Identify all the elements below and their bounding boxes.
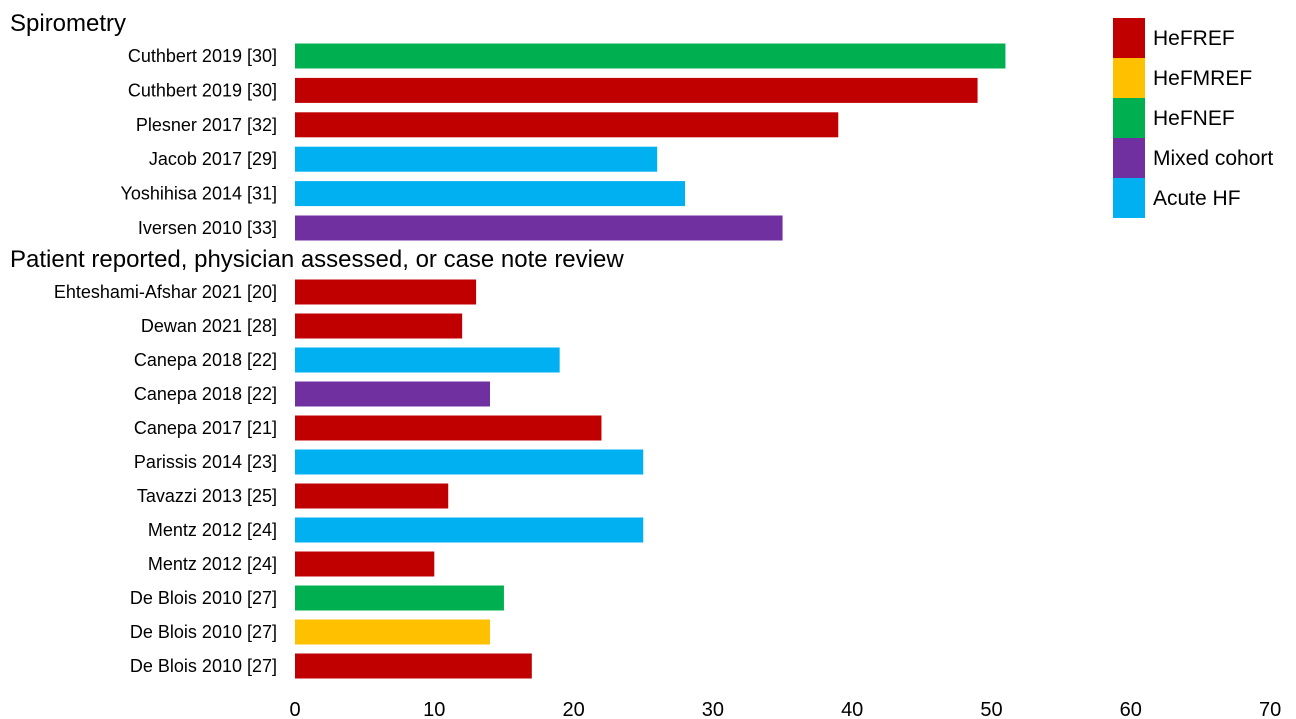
- category-label: Tavazzi 2013 [25]: [137, 486, 277, 506]
- legend-item: Mixed cohort: [1113, 138, 1273, 178]
- x-tick-label: 0: [289, 699, 300, 719]
- x-tick-label: 30: [702, 699, 724, 719]
- x-tick-label: 40: [841, 699, 863, 719]
- legend-swatch: [1113, 58, 1145, 98]
- legend-swatch: [1113, 98, 1145, 138]
- x-tick-label: 50: [980, 699, 1002, 719]
- legend-label: HeFNEF: [1153, 107, 1235, 130]
- legend-item: HeFNEF: [1113, 98, 1235, 138]
- bar: [295, 146, 658, 172]
- legend-swatch: [1113, 18, 1145, 58]
- bar: [295, 347, 560, 373]
- bar: [295, 215, 783, 241]
- category-label: Parissis 2014 [23]: [134, 452, 277, 472]
- legend-item: HeFREF: [1113, 18, 1235, 58]
- x-tick-label: 20: [562, 699, 584, 719]
- category-label: Canepa 2018 [22]: [134, 350, 277, 370]
- legend-item: HeFMREF: [1113, 58, 1252, 98]
- group-title: Patient reported, physician assessed, or…: [10, 246, 624, 273]
- category-label: Mentz 2012 [24]: [148, 554, 277, 574]
- category-label: Ehteshami-Afshar 2021 [20]: [54, 282, 277, 302]
- bar: [295, 279, 477, 305]
- bar-group: Patient reported, physician assessed, or…: [10, 246, 644, 679]
- bar: [295, 181, 686, 207]
- legend: HeFREF HeFMREF HeFNEF Mixed cohort Acute HF: [1113, 18, 1273, 218]
- category-label: Mentz 2012 [24]: [148, 520, 277, 540]
- category-label: Plesner 2017 [32]: [136, 115, 277, 135]
- legend-swatch: [1113, 138, 1145, 178]
- bar: [295, 381, 491, 407]
- category-label: De Blois 2010 [27]: [130, 656, 277, 676]
- category-label: Canepa 2018 [22]: [134, 384, 277, 404]
- bar: [295, 77, 978, 103]
- category-label: Yoshihisa 2014 [31]: [121, 184, 277, 204]
- bar: [295, 483, 449, 509]
- bar: [295, 653, 532, 679]
- legend-label: Mixed cohort: [1153, 147, 1273, 170]
- legend-swatch: [1113, 178, 1145, 218]
- category-label: Cuthbert 2019 [30]: [128, 80, 277, 100]
- category-label: Canepa 2017 [21]: [134, 418, 277, 438]
- bar: [295, 585, 504, 611]
- category-label: De Blois 2010 [27]: [130, 622, 277, 642]
- category-label: Cuthbert 2019 [30]: [128, 46, 277, 66]
- group-title: Spirometry: [10, 10, 126, 37]
- bar: [295, 43, 1006, 69]
- legend-label: HeFMREF: [1153, 67, 1252, 90]
- bar: [295, 551, 435, 577]
- x-axis: 0 10 20 30 40 50 60 70: [289, 699, 1281, 719]
- bar: [295, 619, 491, 645]
- category-label: Jacob 2017 [29]: [149, 149, 277, 169]
- legend-label: HeFREF: [1153, 27, 1235, 50]
- x-tick-label: 60: [1120, 699, 1142, 719]
- category-label: Dewan 2021 [28]: [141, 316, 277, 336]
- category-label: De Blois 2010 [27]: [130, 588, 277, 608]
- bar: [295, 415, 602, 441]
- bar: [295, 517, 644, 543]
- category-label: Iversen 2010 [33]: [138, 218, 277, 238]
- bar: [295, 449, 644, 475]
- bar: [295, 112, 839, 138]
- bar: [295, 313, 463, 339]
- legend-label: Acute HF: [1153, 187, 1241, 210]
- legend-item: Acute HF: [1113, 178, 1241, 218]
- x-tick-label: 10: [423, 699, 445, 719]
- x-tick-label: 70: [1259, 699, 1281, 719]
